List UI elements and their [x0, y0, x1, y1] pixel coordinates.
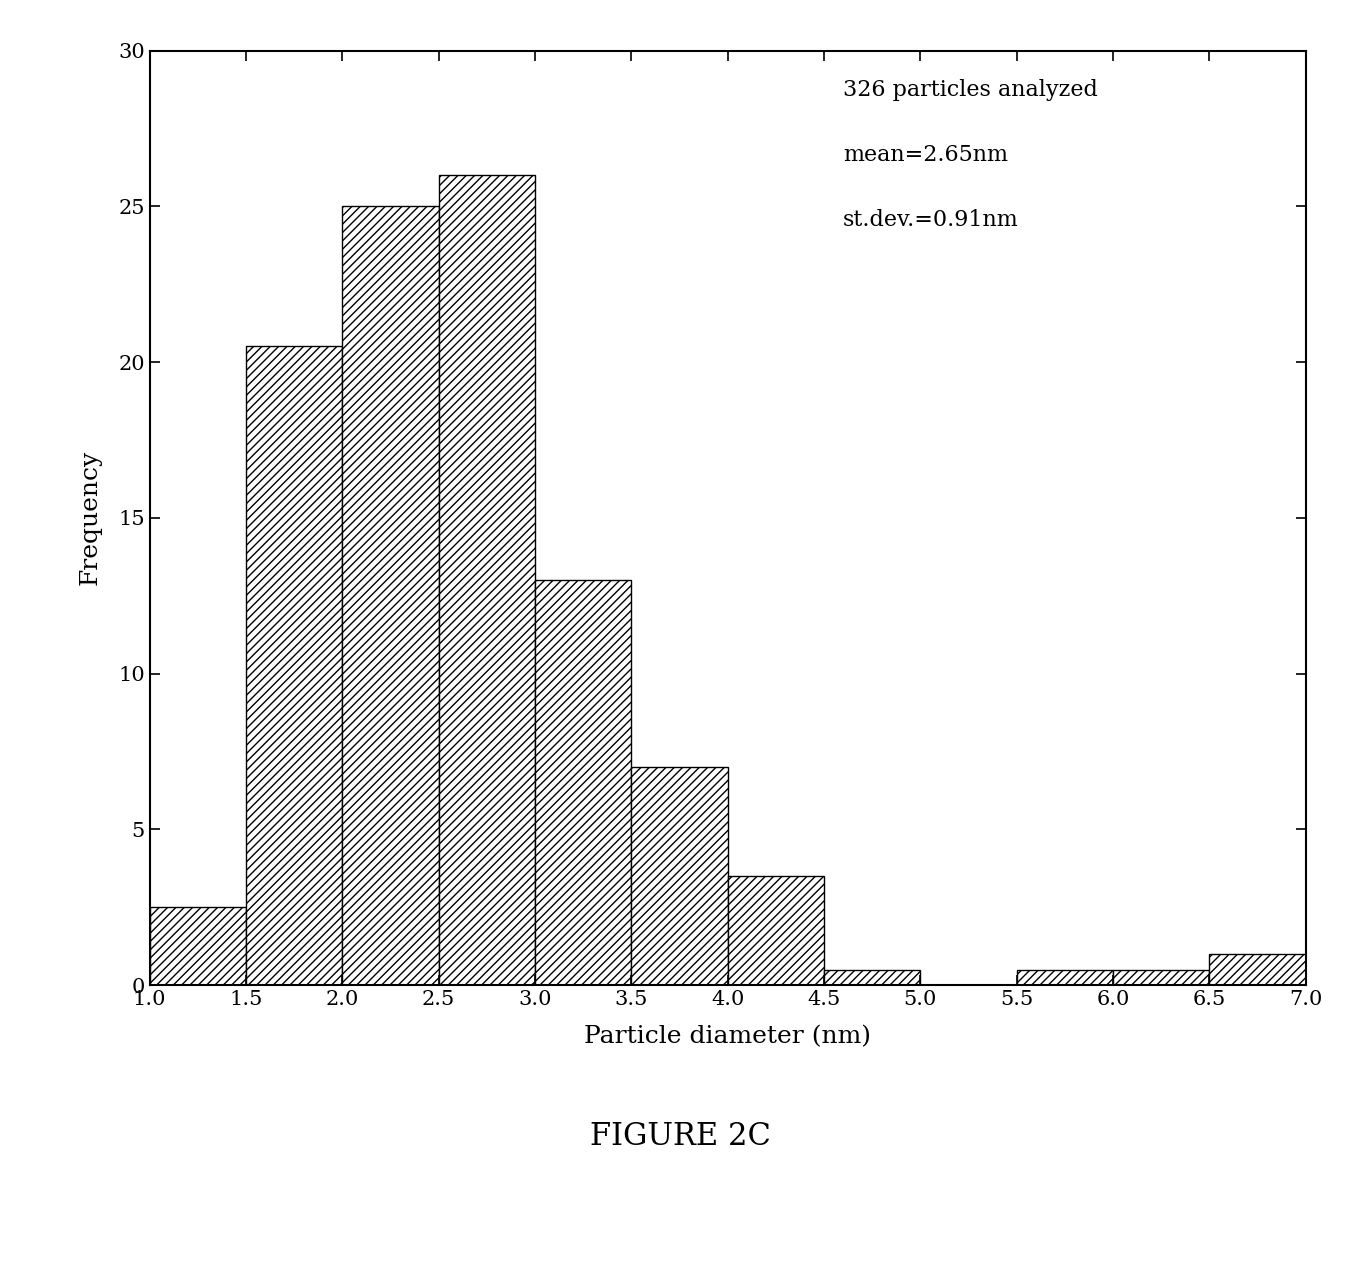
Bar: [1016, 970, 1112, 985]
Text: st.dev.=0.91nm: st.dev.=0.91nm: [843, 210, 1019, 231]
Bar: [1209, 954, 1306, 985]
Bar: [246, 346, 343, 985]
Bar: [728, 877, 824, 985]
Bar: [631, 767, 728, 985]
Bar: [438, 176, 534, 985]
Bar: [343, 206, 438, 985]
Bar: [824, 970, 921, 985]
Bar: [1112, 970, 1209, 985]
Text: FIGURE 2C: FIGURE 2C: [590, 1122, 770, 1152]
X-axis label: Particle diameter (nm): Particle diameter (nm): [583, 1026, 872, 1048]
Text: mean=2.65nm: mean=2.65nm: [843, 144, 1008, 165]
Bar: [534, 580, 631, 985]
Text: 326 particles analyzed: 326 particles analyzed: [843, 78, 1098, 101]
Y-axis label: Frequency: Frequency: [79, 450, 102, 586]
Bar: [150, 907, 246, 985]
